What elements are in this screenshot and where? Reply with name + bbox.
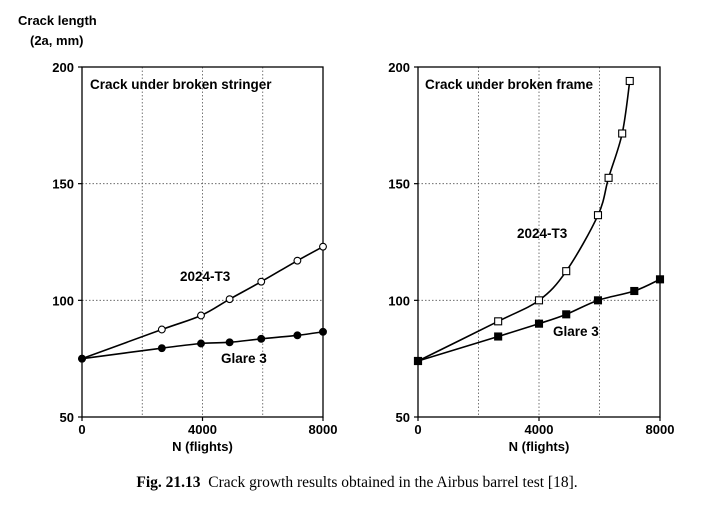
x-tick-label: 4000 xyxy=(525,422,554,437)
x-tick-label: 4000 xyxy=(188,422,217,437)
figure-caption: Fig. 21.13 Crack growth results obtained… xyxy=(0,474,714,492)
data-point xyxy=(157,344,166,353)
data-point xyxy=(257,334,266,343)
series-label: Glare 3 xyxy=(221,351,267,366)
y-tick-label: 50 xyxy=(60,410,74,425)
data-point xyxy=(630,286,639,296)
x-tick-label: 8000 xyxy=(309,422,338,437)
x-tick-label: 0 xyxy=(78,422,85,437)
series-line xyxy=(417,80,631,362)
y-axis-title-line1: Crack length xyxy=(18,13,97,28)
x-tick-label: 8000 xyxy=(646,422,675,437)
data-point xyxy=(562,310,571,319)
data-point xyxy=(257,277,266,286)
series-glare-3: Glare 3 xyxy=(413,275,665,366)
chart-title: Crack under broken frame xyxy=(425,77,594,92)
chart-panel-1: 50 100 150 200 0 4000 8000 N (flights) Crack und… xyxy=(52,60,337,454)
y-tick-label: 200 xyxy=(52,60,74,75)
y-tick-label: 100 xyxy=(388,293,410,308)
series-label: 2024-T3 xyxy=(517,226,568,241)
chart-title: Crack under broken stringer xyxy=(90,77,272,92)
data-point xyxy=(319,242,327,251)
data-point xyxy=(225,295,234,304)
data-point xyxy=(534,319,544,328)
series-2024-t3: 2024-T3 xyxy=(413,76,634,366)
data-point xyxy=(197,311,205,320)
y-tick-label: 200 xyxy=(388,60,410,75)
data-point xyxy=(293,331,302,340)
x-axis-label: N (flights) xyxy=(509,439,570,454)
data-point xyxy=(593,296,603,305)
data-point xyxy=(625,76,634,86)
caption-text: Crack growth results obtained in the Air… xyxy=(208,474,578,491)
data-point xyxy=(534,296,544,305)
data-point xyxy=(618,129,627,138)
caption-label: Fig. 21.13 xyxy=(136,474,201,491)
chart-panel-2: 50 100 150 200 0 4000 8000 N (flights) Crack und… xyxy=(388,60,674,454)
data-point xyxy=(413,356,423,366)
data-point xyxy=(225,338,234,347)
data-point xyxy=(293,256,302,265)
y-axis-title-line2: (2a, mm) xyxy=(30,33,84,48)
data-point xyxy=(494,332,503,341)
data-point xyxy=(655,275,665,284)
data-point xyxy=(562,267,571,276)
series-label: 2024-T3 xyxy=(180,269,231,284)
series-glare-3: Glare 3 xyxy=(78,327,327,366)
y-tick-label: 150 xyxy=(52,177,74,192)
x-tick-label: 0 xyxy=(414,422,421,437)
data-point xyxy=(197,339,205,348)
data-point xyxy=(494,317,503,326)
series-label: Glare 3 xyxy=(553,324,599,339)
data-point xyxy=(157,325,166,334)
y-tick-label: 100 xyxy=(52,293,74,308)
data-point xyxy=(319,327,327,336)
data-point xyxy=(604,173,613,182)
data-point xyxy=(78,354,86,363)
y-tick-label: 150 xyxy=(388,177,410,192)
y-tick-label: 50 xyxy=(396,410,410,425)
x-axis-label: N (flights) xyxy=(172,439,233,454)
data-point xyxy=(593,211,603,220)
